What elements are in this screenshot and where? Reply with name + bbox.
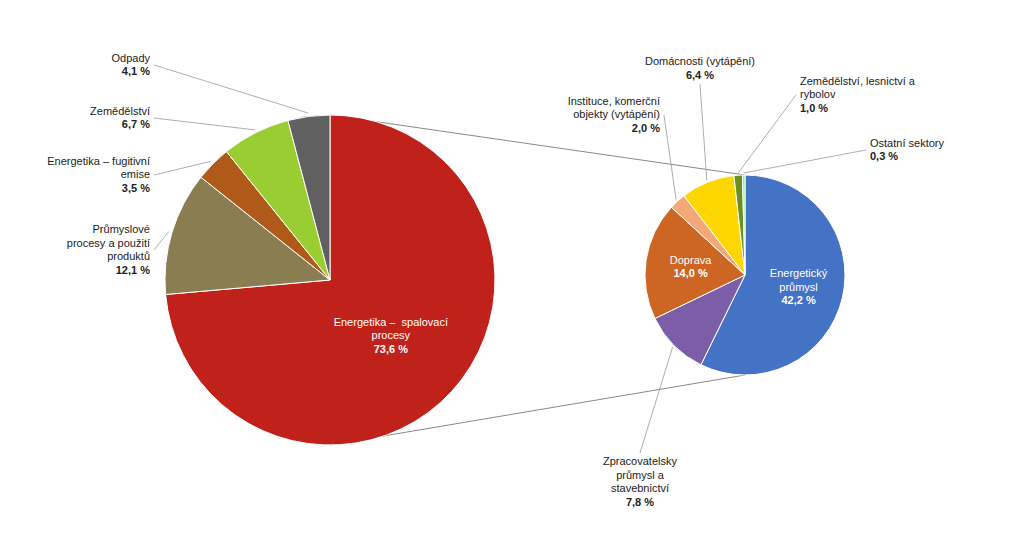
slice-label: Zemědělství, lesnictví arybolov bbox=[800, 75, 916, 101]
pie-slice bbox=[166, 115, 495, 445]
pie bbox=[645, 175, 845, 375]
leader-line bbox=[700, 84, 707, 180]
leader-line bbox=[744, 150, 866, 173]
data-label: 3,5 % bbox=[122, 182, 150, 194]
leader-line bbox=[154, 161, 211, 175]
data-label: 73,6 % bbox=[374, 343, 408, 355]
data-label: 6,4 % bbox=[686, 69, 714, 81]
data-label: 6,7 % bbox=[122, 118, 150, 130]
labels: Energetika – spalovacíprocesy73,6 % Průmy… bbox=[47, 52, 448, 355]
slice-label: Energetickýprůmysl bbox=[770, 267, 828, 293]
leader-line bbox=[154, 232, 169, 250]
leader-line bbox=[664, 115, 676, 200]
data-label: 1,0 % bbox=[800, 102, 828, 114]
pie-slice bbox=[742, 175, 745, 275]
data-label: 4,1 % bbox=[122, 65, 150, 77]
leader-line bbox=[640, 347, 673, 453]
slice-label: Energetika – spalovacíprocesy bbox=[334, 316, 448, 342]
chart: Energetika – spalovacíprocesy73,6 % Průmy… bbox=[0, 0, 1023, 541]
leader-line bbox=[154, 65, 308, 113]
slice-label: Energetika – fugitivníemise bbox=[47, 155, 150, 181]
slice-label: Domácnosti (vytápění) bbox=[645, 55, 755, 67]
slice-label: Odpady bbox=[111, 52, 150, 64]
slice-label: Průmyslovéprocesy a použitíproduktů bbox=[67, 223, 150, 262]
leader-line bbox=[154, 118, 254, 130]
slice-label: Zpracovatelskyprůmysl astavebnictví bbox=[603, 455, 677, 494]
slice-label: Ostatní sektory bbox=[870, 137, 944, 149]
data-label: 7,8 % bbox=[626, 496, 654, 508]
data-label: 12,1 % bbox=[116, 264, 150, 276]
leader-line bbox=[738, 95, 796, 173]
pie-slice bbox=[734, 175, 745, 275]
pie-slice bbox=[288, 115, 330, 280]
slice-label: Doprava bbox=[670, 254, 712, 266]
pie bbox=[165, 115, 495, 445]
slice-label: Instituce, komerčníobjekty (vytápění) bbox=[568, 95, 660, 121]
data-label: 0,3 % bbox=[870, 150, 898, 162]
labels: Energetickýprůmysl42,2 % Zpracovatelskypr… bbox=[568, 55, 945, 508]
data-label: 14,0 % bbox=[673, 267, 707, 279]
data-label: 42,2 % bbox=[781, 294, 815, 306]
data-label: 2,0 % bbox=[632, 122, 660, 134]
slice-label: Zemědělství bbox=[90, 105, 150, 117]
